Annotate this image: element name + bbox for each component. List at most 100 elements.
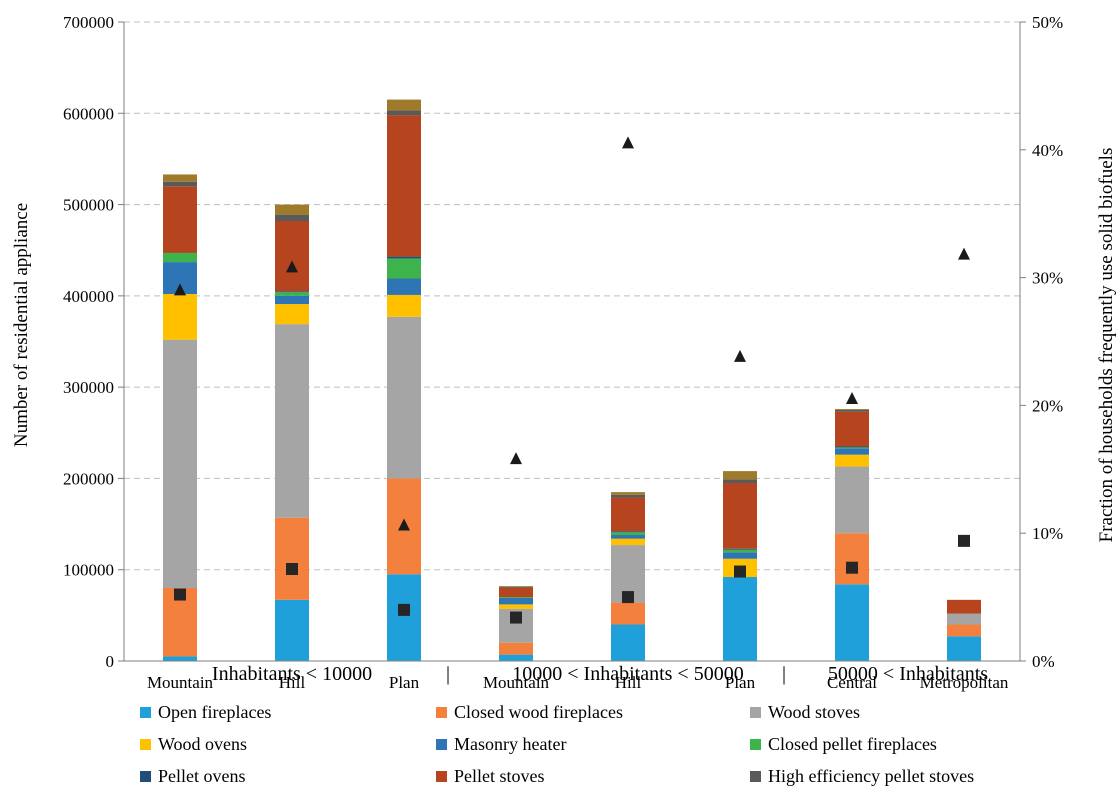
legend-item: Pellet ovens: [140, 766, 246, 787]
group-separator: |: [446, 663, 450, 685]
square-marker: [958, 534, 970, 547]
legend-label: Closed pellet fireplaces: [768, 734, 937, 754]
bar-segment: [163, 186, 197, 253]
bar-segment: [723, 548, 757, 550]
bar-segment: [387, 99, 421, 111]
x-tick-label: Hill: [279, 673, 306, 692]
bar-segment: [387, 110, 421, 116]
legend-swatch: [750, 707, 761, 718]
bar-segment: [387, 258, 421, 279]
y2-axis-title: Fraction of households frequently use so…: [1096, 148, 1117, 543]
bar-segment: [947, 613, 981, 625]
bar-segment: [275, 221, 309, 292]
triangle-marker: [734, 349, 746, 362]
bar-segment: [163, 174, 197, 182]
bar-segment: [723, 552, 757, 559]
legend-swatch: [436, 739, 447, 750]
bar-segment: [163, 656, 197, 661]
x-tick-label: Mountain: [147, 673, 214, 692]
x-tick-label: Plan: [725, 673, 756, 692]
bar-segment: [275, 304, 309, 325]
y-tick-label: 600000: [63, 104, 114, 123]
y-tick-label: 500000: [63, 196, 114, 215]
square-marker: [286, 562, 298, 575]
y-tick-label: 400000: [63, 287, 114, 306]
group-separator: |: [782, 663, 786, 685]
bar-segment: [835, 584, 869, 661]
bar-segment: [611, 531, 645, 533]
legend-item: Pellet stoves: [436, 766, 545, 787]
bar-segment: [611, 497, 645, 532]
bar-segment: [835, 447, 869, 449]
legend-item: Masonry heater: [436, 734, 566, 755]
y2-tick-label: 20%: [1032, 396, 1063, 415]
legend-item: Closed wood fireplaces: [436, 702, 623, 723]
legend-swatch: [140, 739, 151, 750]
legend-swatch: [436, 771, 447, 782]
square-marker: [846, 561, 858, 574]
tick-labels: 0 100000 200000 300000 400000 500000 600000 700…: [63, 13, 1063, 692]
bar-segment: [835, 466, 869, 534]
bar-segment: [835, 446, 869, 448]
bar-segment: [611, 538, 645, 546]
bar-segment: [947, 624, 981, 637]
x-tick-label: Hill: [615, 673, 642, 692]
triangle-marker: [286, 260, 298, 273]
bar-segment: [163, 339, 197, 588]
legend-swatch: [436, 707, 447, 718]
bar-segment: [387, 256, 421, 259]
group-label: 50000 < Inhabitants: [828, 663, 988, 685]
bar-segment: [387, 115, 421, 257]
triangle-marker: [622, 136, 634, 149]
y2-tick-label: 10%: [1032, 524, 1063, 543]
square-marker: [734, 565, 746, 578]
bar-segment: [387, 278, 421, 295]
triangle-marker: [510, 452, 522, 465]
bar-segment: [499, 587, 533, 598]
bar-segment: [947, 599, 981, 614]
bar-segment: [835, 533, 869, 585]
bar-segment: [723, 482, 757, 549]
bar-segment: [499, 597, 533, 599]
bar-segment: [275, 517, 309, 600]
bar-segment: [499, 587, 533, 588]
bar-segment: [611, 602, 645, 625]
bar-segment: [163, 294, 197, 340]
legend-swatch: [140, 707, 151, 718]
legend-label: Masonry heater: [454, 734, 567, 754]
legend-label: Pellet stoves: [454, 766, 545, 786]
legend-item: Wood ovens: [140, 734, 247, 755]
legend-label: Open fireplaces: [158, 702, 272, 722]
bar-segment: [611, 494, 645, 498]
y-tick-label: 100000: [63, 561, 114, 580]
bar-segment: [387, 294, 421, 317]
y-tick-label: 700000: [63, 13, 114, 32]
bar-segment: [275, 214, 309, 222]
bar-segment: [947, 636, 981, 661]
x-tick-label: Plan: [389, 673, 420, 692]
bar-segment: [835, 409, 869, 412]
bar-segment: [499, 598, 533, 605]
bar-segment: [499, 642, 533, 655]
bar-segment: [835, 411, 869, 447]
bar-segment: [275, 324, 309, 518]
square-marker: [622, 591, 634, 604]
bar-segment: [275, 295, 309, 305]
y2-tick-label: 30%: [1032, 269, 1063, 288]
bar-segment: [723, 479, 757, 483]
y2-tick-label: 50%: [1032, 13, 1063, 32]
group-label: Inhabitants < 10000: [212, 663, 372, 685]
y-tick-label: 200000: [63, 469, 114, 488]
legend-label: Wood stoves: [768, 702, 861, 722]
triangle-marker: [958, 247, 970, 260]
bar-segment: [835, 409, 869, 410]
bar-segment: [163, 252, 197, 263]
bar-segment: [275, 292, 309, 296]
legend-item: Closed pellet fireplaces: [750, 734, 937, 755]
legend-label: Closed wood fireplaces: [454, 702, 623, 722]
y2-tick-label: 0%: [1032, 652, 1055, 671]
bar-segment: [275, 291, 309, 293]
bar-segment: [499, 604, 533, 609]
gridlines: [124, 21, 1020, 571]
bar-segment: [499, 654, 533, 661]
